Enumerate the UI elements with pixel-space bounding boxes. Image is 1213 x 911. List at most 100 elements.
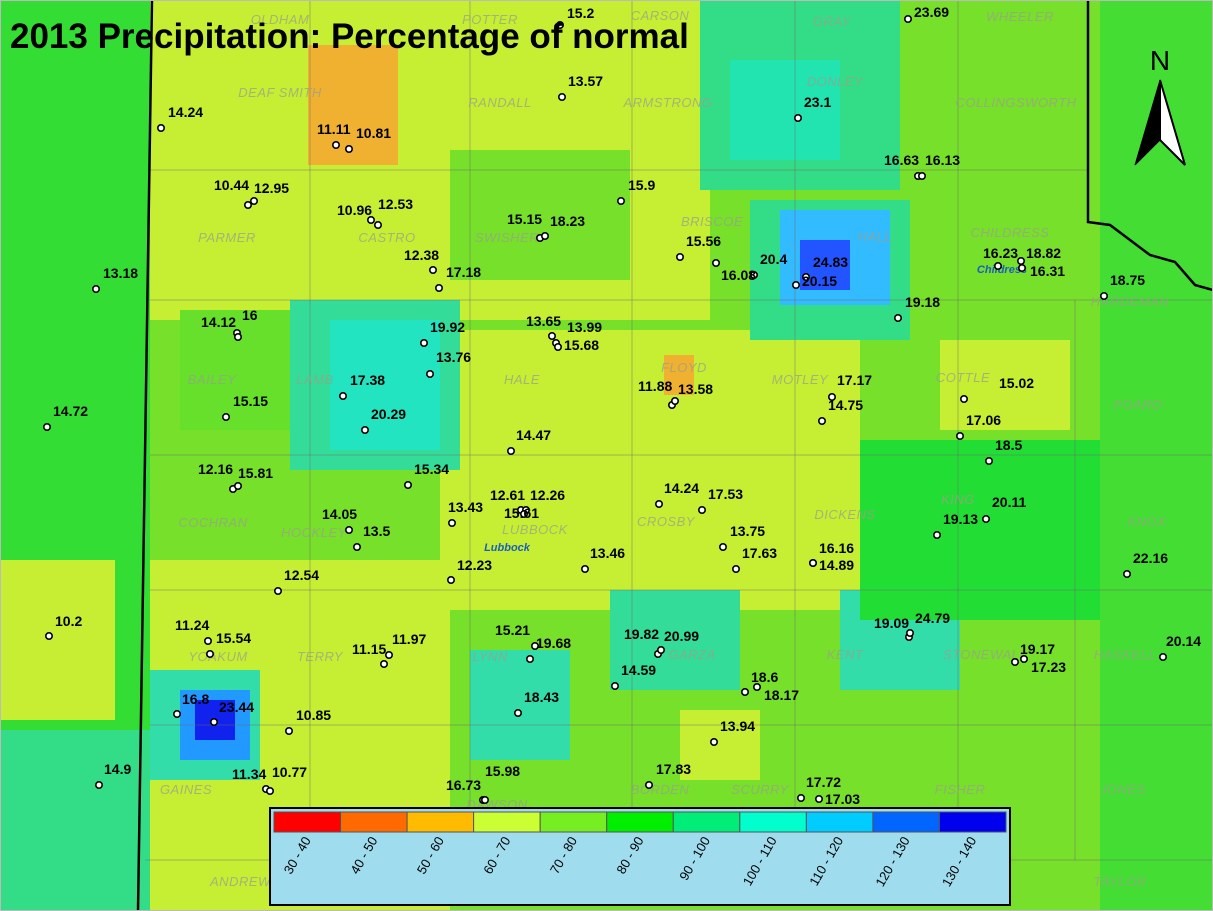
station-value: 14.05: [322, 506, 357, 522]
station-value: 20.4: [760, 251, 787, 267]
station-value: 23.69: [914, 4, 949, 20]
station-dot: [1016, 256, 1025, 265]
station-value: 12.26: [530, 487, 565, 503]
station-value: 13.18: [103, 265, 138, 281]
north-label: N: [1150, 45, 1170, 76]
county-labels: OLDHAM POTTER CARSON GRAY WHEELER DEAF SMITH R…: [160, 8, 1169, 889]
legend-swatch: [406, 811, 475, 833]
station-dot: [709, 737, 718, 746]
station-dot: [204, 636, 213, 645]
station-value: 14.24: [168, 104, 203, 120]
station-dot: [808, 558, 817, 567]
station-value: 12.95: [254, 180, 289, 196]
station-value: 14.59: [621, 662, 656, 678]
north-arrow: N: [1134, 45, 1186, 166]
city-label: Childress: [977, 264, 1027, 276]
station-dot: [273, 586, 282, 595]
county-label: TERRY: [297, 649, 344, 664]
county-lines: [145, 0, 1213, 861]
stations: 15.2 23.69 13.57 14.24 23.1 11.11 10.81 16.63 16…: [42, 4, 1201, 807]
station-value: 23.44: [219, 699, 254, 715]
legend-swatch: [872, 811, 940, 833]
county-label: FOARD: [1114, 397, 1162, 412]
county-label: POTTER: [462, 12, 518, 27]
county-label: CHILDRESS: [971, 225, 1050, 240]
station-value: 13.5: [363, 523, 390, 539]
station-dot: [905, 628, 914, 637]
county-label: LYNN: [472, 649, 508, 664]
station-dot: [206, 649, 215, 658]
station-dot: [791, 280, 800, 289]
station-dot: [654, 499, 663, 508]
city-label: Lubbock: [484, 542, 531, 554]
station-value: 15.15: [233, 393, 268, 409]
state-lines: [136, 0, 1213, 911]
station-value: 11.15: [352, 641, 386, 657]
legend-swatch: [539, 811, 608, 833]
county-label: FLOYD: [661, 360, 707, 375]
county-label: SCURRY: [731, 782, 789, 797]
station-dot: [373, 221, 382, 230]
station-value: 19.09: [874, 615, 909, 631]
station-dot: [555, 20, 564, 29]
station-dot: [553, 342, 562, 351]
station-dot: [793, 114, 802, 123]
station-value: 19.17: [1020, 641, 1055, 657]
county-label: LUBBOCK: [502, 522, 568, 537]
station-dot: [44, 631, 53, 640]
station-value: 16.13: [925, 152, 960, 168]
station-dot: [616, 197, 625, 206]
station-value: 11.88: [638, 378, 672, 394]
county-label: OLDHAM: [251, 12, 310, 27]
station-value: 14.89: [819, 557, 854, 573]
station-dot: [284, 726, 293, 735]
station-dot: [403, 480, 412, 489]
county-label: KING: [941, 492, 975, 507]
station-value: 12.16: [198, 461, 233, 477]
station-dot: [434, 283, 443, 292]
legend: 30 - 40 40 - 50 50 - 60 60 - 70 70 - 80 80 - …: [269, 807, 1011, 906]
station-value: 13.58: [678, 381, 713, 397]
station-value: 19.92: [430, 319, 465, 335]
station-value: 11.24: [175, 617, 209, 633]
legend-swatch: [672, 811, 741, 833]
county-label: JONES: [1099, 782, 1146, 797]
station-dot: [740, 687, 749, 696]
station-value: 19.68: [536, 635, 571, 651]
station-value: 12.54: [284, 567, 319, 583]
county-label: HALL: [858, 229, 893, 244]
station-dot: [92, 284, 101, 293]
station-value: 17.06: [966, 412, 1001, 428]
station-dot: [1159, 652, 1168, 661]
station-value: 10.81: [356, 125, 391, 141]
station-value: 17.83: [656, 761, 691, 777]
station-value: 20.14: [1166, 633, 1201, 649]
station-value: 11.11: [317, 121, 351, 137]
station-dot: [379, 659, 388, 668]
county-label: SWISHER: [475, 230, 539, 245]
station-value: 14.24: [664, 480, 699, 496]
station-value: 20.11: [992, 494, 1026, 510]
station-value: 15.54: [216, 630, 251, 646]
station-value: 11.97: [392, 631, 426, 647]
station-value: 13.75: [730, 523, 765, 539]
station-dot: [1010, 657, 1019, 666]
county-label: ARMSTRONG: [623, 95, 713, 110]
station-dot: [42, 422, 51, 431]
station-value: 15.61: [504, 505, 539, 521]
county-label: STONEWALL: [943, 647, 1027, 662]
station-dot: [157, 124, 166, 133]
station-value: 14.47: [516, 427, 551, 443]
station-dot: [932, 530, 941, 539]
legend-swatch: [473, 811, 541, 833]
station-dot: [234, 481, 243, 490]
county-label: CASTRO: [358, 230, 415, 245]
station-value: 14.72: [53, 403, 88, 419]
station-value: 15.21: [495, 622, 530, 638]
station-value: 15.98: [485, 763, 520, 779]
county-label: HASKELL: [1094, 647, 1156, 662]
station-dot: [580, 564, 589, 573]
station-value: 16.8: [182, 691, 209, 707]
north-arrow-right: [1159, 79, 1186, 166]
station-value: 20.99: [664, 628, 699, 644]
